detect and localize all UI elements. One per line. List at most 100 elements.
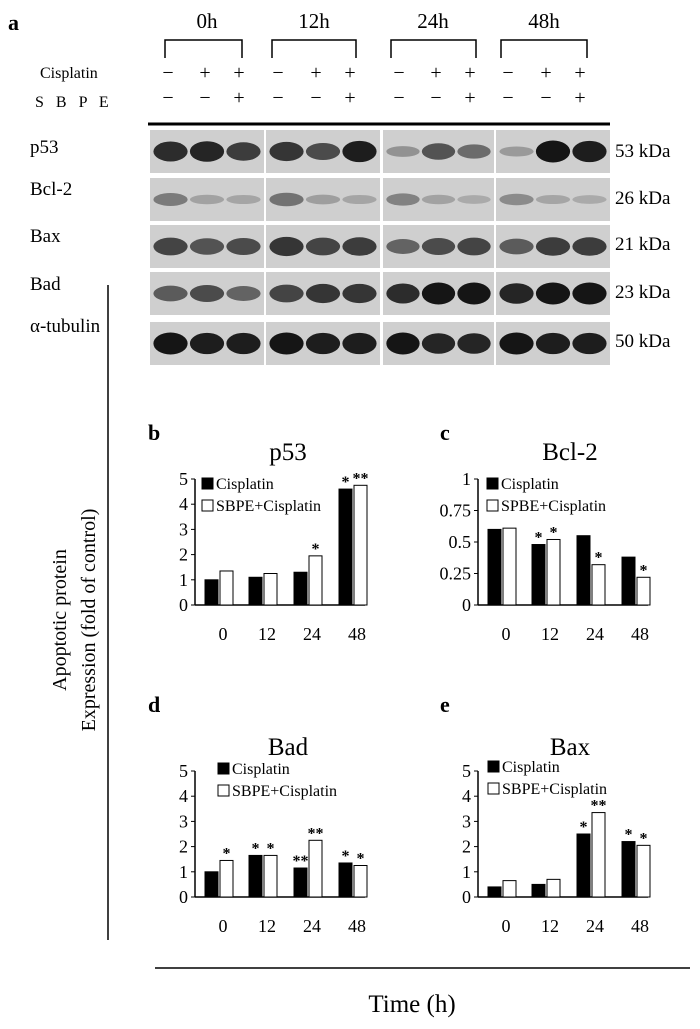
- significance-mark: *: [342, 474, 350, 491]
- treatment-sign: +: [574, 87, 585, 109]
- treatment-sign: +: [199, 62, 210, 84]
- legend-swatch: [487, 782, 500, 795]
- bar-cisplatin: [576, 535, 591, 606]
- treatment-label-cisplatin: Cisplatin: [40, 65, 98, 82]
- blot-band: [226, 142, 261, 161]
- blot-band: [535, 194, 571, 205]
- y-tick-label: 3: [462, 811, 471, 831]
- legend-label: Cisplatin: [216, 476, 274, 493]
- treatment-sign: +: [344, 62, 355, 84]
- blot-band: [153, 285, 188, 302]
- treatment-label-sbpe: S B P E: [35, 94, 113, 111]
- timepoint-bracket: [164, 39, 243, 58]
- chart-title: Bax: [550, 734, 591, 761]
- y-tick-label: 0: [179, 887, 188, 907]
- blot-strip: [383, 178, 494, 221]
- blot-band: [421, 194, 456, 205]
- significance-mark: *: [550, 524, 558, 541]
- significance-mark: *: [252, 840, 260, 857]
- blot-band: [305, 237, 341, 256]
- blot-protein-label: Bax: [30, 226, 61, 247]
- blot-band: [189, 194, 225, 205]
- significance-mark: *: [640, 562, 648, 579]
- blot-protein-label: Bad: [30, 274, 61, 295]
- treatment-sign: +: [540, 62, 551, 84]
- treatment-sign: −: [310, 87, 321, 109]
- panel-letter: c: [440, 420, 450, 445]
- blot-strip: [496, 178, 610, 221]
- blot-band: [572, 195, 607, 204]
- treatment-sign: −: [199, 87, 210, 109]
- bar-combination: [502, 527, 517, 606]
- blot-band: [535, 282, 571, 305]
- y-tick-label: 2: [179, 837, 188, 857]
- blot-band: [305, 142, 341, 161]
- x-tick-label: 48: [348, 624, 366, 644]
- bar-cisplatin: [487, 528, 502, 606]
- x-tick-label: 48: [631, 916, 649, 936]
- timepoint-bracket: [390, 39, 477, 58]
- blot-band: [342, 237, 377, 256]
- western-blot-area: − + + − + + − + + − + + − − + − − + − − + − − + p53 53 kDa Bcl-2 26…: [30, 39, 671, 365]
- treatment-sign: −: [272, 87, 283, 109]
- bar-combination: [546, 878, 561, 898]
- blot-band: [499, 283, 534, 304]
- treatment-sign: −: [502, 62, 513, 84]
- blot-size-label: 53 kDa: [615, 141, 671, 162]
- blot-band: [342, 332, 377, 355]
- bar-combination: [636, 844, 651, 898]
- x-tick-label: 24: [586, 624, 604, 644]
- x-tick-label: 24: [586, 916, 604, 936]
- bar-combination: [263, 573, 278, 606]
- blot-size-label: 23 kDa: [615, 282, 671, 303]
- significance-mark: *: [357, 851, 365, 868]
- blot-band: [421, 237, 456, 256]
- treatment-sign: +: [233, 87, 244, 109]
- blot-band: [499, 146, 534, 157]
- blot-band: [226, 286, 261, 301]
- timepoint-headers: 0h 12h 24h 48h: [197, 9, 561, 33]
- bar-combination: [353, 484, 368, 606]
- significance-mark: **: [293, 853, 309, 870]
- bar-combination: [353, 865, 368, 898]
- legend-label: SBPE+Cisplatin: [232, 783, 337, 800]
- significance-mark: *: [625, 827, 633, 844]
- bar-combination: [219, 570, 234, 606]
- y-tick-label: 1: [179, 862, 188, 882]
- chart-title: p53: [269, 439, 307, 466]
- legend-swatch: [201, 499, 214, 512]
- x-tick-label: 12: [541, 916, 559, 936]
- timepoint-bracket: [271, 39, 357, 58]
- shared-ylabel-line1: Apoptotic protein: [49, 549, 71, 691]
- treatment-sign: −: [393, 87, 404, 109]
- blot-band: [457, 237, 491, 256]
- bar-combination: [308, 839, 323, 898]
- blot-band: [153, 332, 188, 355]
- treatment-sign: +: [430, 62, 441, 84]
- bar-combination: [591, 812, 606, 898]
- significance-mark: *: [342, 848, 350, 865]
- legend-swatch: [217, 784, 230, 797]
- blot-band: [153, 141, 188, 162]
- blot-band: [342, 140, 377, 163]
- blot-band: [305, 194, 341, 205]
- blot-band: [342, 283, 377, 304]
- treatment-sign: +: [574, 62, 585, 84]
- legend-swatch: [201, 477, 214, 490]
- bar-combination: [502, 880, 517, 898]
- blot-band: [386, 332, 420, 355]
- blot-band: [226, 332, 261, 355]
- blot-band: [421, 282, 456, 305]
- bar-cisplatin: [621, 556, 636, 606]
- x-tick-label: 0: [219, 916, 228, 936]
- significance-mark: *: [312, 541, 320, 558]
- blot-protein-label: p53: [30, 137, 59, 158]
- bar-cisplatin: [293, 867, 308, 898]
- x-tick-label: 48: [348, 916, 366, 936]
- blot-band: [499, 238, 534, 255]
- treatment-sign: +: [310, 62, 321, 84]
